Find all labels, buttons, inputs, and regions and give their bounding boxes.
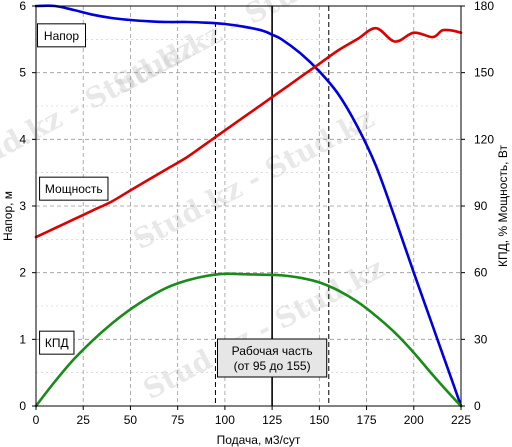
x-axis-title: Подача, м3/сут [217, 433, 301, 447]
y-left-tick-label: 2 [19, 266, 26, 280]
y-right-axis-title: КПД, % Мощность, Вт [496, 145, 510, 267]
x-tick-label: 125 [262, 413, 282, 427]
series-line-power [34, 26, 463, 239]
work-zone-label-box [217, 338, 328, 378]
y-left-tick-label: 4 [19, 132, 26, 146]
series-line-efficiency [34, 272, 463, 408]
work-zone-label: Рабочая часть(от 95 до 155) [217, 338, 328, 378]
efficiency-label: КПД [39, 330, 75, 355]
efficiency-label-text: КПД [45, 336, 69, 350]
power-label: Мощность [39, 176, 109, 201]
x-tick-label: 100 [215, 413, 235, 427]
head-label-text: Напор [44, 29, 80, 43]
power-label-text: Мощность [45, 182, 103, 196]
y-left-tick-label: 1 [19, 332, 26, 346]
y-right-tick-label: 150 [474, 66, 494, 80]
x-tick-label: 200 [404, 413, 424, 427]
work-zone-label-text: Рабочая часть [232, 344, 313, 358]
x-tick-label: 150 [309, 413, 329, 427]
series-line-head [34, 4, 463, 408]
head-label: Напор [37, 23, 86, 48]
series [34, 4, 463, 408]
x-tick-label: 0 [33, 413, 40, 427]
y-left-tick-label: 6 [19, 0, 26, 13]
y-right-tick-label: 60 [474, 266, 488, 280]
x-tick-label: 50 [124, 413, 138, 427]
y-right-tick-label: 0 [474, 399, 481, 413]
y-left-axis-title: Напор, м [1, 191, 15, 241]
x-tick-label: 225 [451, 413, 471, 427]
x-tick-label: 25 [77, 413, 91, 427]
head-label-box [37, 23, 86, 48]
curve-labels: Напор Мощность КПД Рабочая часть(от 95 до 1… [37, 23, 328, 378]
efficiency-label-box [39, 330, 75, 355]
y-left-tick-label: 0 [19, 399, 26, 413]
y-right-tick-label: 30 [474, 332, 488, 346]
y-left-tick-label: 5 [19, 66, 26, 80]
y-right-tick-label: 180 [474, 0, 494, 13]
x-tick-label: 75 [171, 413, 185, 427]
x-tick-label: 175 [357, 413, 377, 427]
y-left-tick-label: 3 [19, 199, 26, 213]
power-label-box [39, 176, 109, 201]
work-zone-label-text: (от 95 до 155) [234, 359, 311, 373]
y-right-tick-label: 120 [474, 132, 494, 146]
y-right-tick-label: 90 [474, 199, 488, 213]
